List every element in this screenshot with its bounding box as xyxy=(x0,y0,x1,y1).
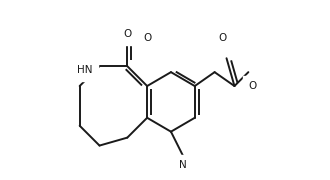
Text: O: O xyxy=(218,33,227,43)
Text: HN: HN xyxy=(77,65,92,75)
Text: O: O xyxy=(248,81,257,91)
Text: N: N xyxy=(179,160,187,170)
Text: O: O xyxy=(143,33,151,43)
Text: O: O xyxy=(123,30,131,39)
